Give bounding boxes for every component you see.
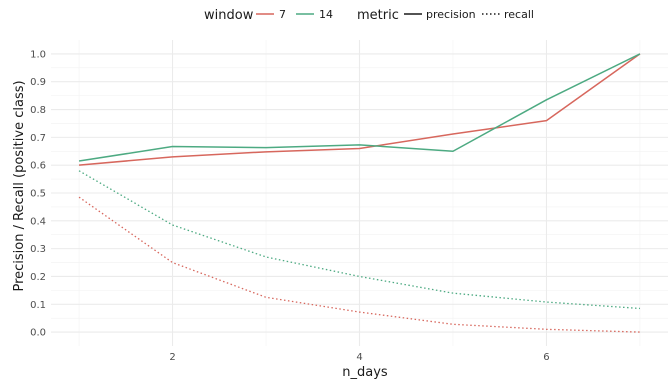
y-tick-label: 0.4 [30, 216, 46, 227]
x-tick-label: 4 [356, 352, 362, 363]
y-tick-label: 0.2 [30, 272, 46, 283]
y-tick-label: 0.0 [30, 328, 46, 339]
y-tick-label: 0.6 [30, 161, 46, 172]
legend-color-label-14: 14 [319, 8, 333, 21]
y-tick-label: 1.0 [30, 49, 46, 60]
series-line-window-14-recall [78, 170, 640, 310]
grid-lines [51, 40, 668, 346]
legend-linetype-label-precision: precision [426, 8, 476, 21]
x-axis-title: n_days [342, 365, 388, 380]
y-tick-label: 0.3 [30, 244, 46, 255]
x-tick-label: 2 [169, 352, 175, 363]
legend-linetype-label-recall: recall [504, 8, 534, 21]
legend: window 7 14 metric precision recall [204, 8, 534, 23]
y-tick-label: 0.7 [30, 133, 46, 144]
series-line-window-7-recall [78, 196, 640, 333]
y-axis-ticks: 0.0 0.1 0.2 0.3 0.4 0.5 0.6 0.7 0.8 0.9 1.0 [30, 49, 46, 338]
y-tick-label: 0.8 [30, 105, 46, 116]
y-tick-label: 0.5 [30, 189, 46, 200]
series-line-window-7-precision [78, 53, 641, 166]
y-tick-label: 0.9 [30, 77, 46, 88]
y-tick-label: 0.1 [30, 300, 46, 311]
x-tick-label: 6 [543, 352, 549, 363]
legend-linetype-title: metric [357, 8, 399, 23]
data-series [78, 53, 641, 333]
series-line-window-14-precision [78, 53, 641, 162]
legend-color-label-7: 7 [279, 8, 286, 21]
x-axis-ticks: 2 4 6 [169, 352, 549, 363]
legend-color-title: window [204, 8, 254, 23]
y-axis-title: Precision / Recall (positive class) [12, 80, 27, 291]
